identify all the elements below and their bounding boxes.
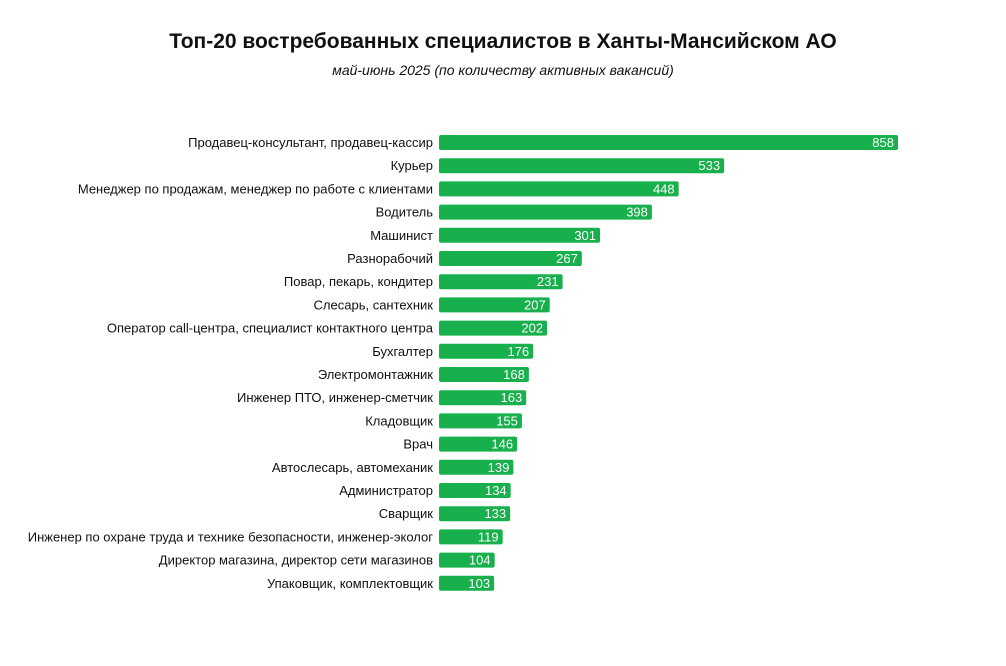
- bar: [439, 297, 550, 313]
- bar: [439, 274, 563, 290]
- bar-row: Администратор 134: [339, 483, 511, 498]
- bar: [439, 459, 514, 475]
- bar: [439, 367, 529, 382]
- category-label: Автослесарь, автомеханик: [272, 460, 433, 475]
- bar-row: Инженер ПТО, инженер-сметчик 163: [237, 390, 527, 406]
- bar: [439, 390, 527, 406]
- bar-row: Упаковщик, комплектовщик 103: [267, 575, 495, 591]
- bar-row: Разнорабочий 267: [347, 251, 582, 266]
- bar-row: Врач 146: [403, 436, 518, 452]
- chart-title: Топ-20 востребованных специалистов в Хан…: [169, 30, 837, 53]
- category-label: Повар, пекарь, кондитер: [284, 274, 433, 289]
- bar: [439, 575, 495, 591]
- bar-row: Курьер 533: [391, 158, 725, 174]
- value-label: 133: [484, 506, 506, 521]
- bar-row: Кладовщик 155: [365, 413, 522, 429]
- value-label: 267: [556, 251, 578, 266]
- bar-row: Повар, пекарь, кондитер 231: [284, 274, 563, 290]
- value-label: 146: [491, 437, 513, 452]
- bar: [439, 135, 898, 150]
- bar-row: Продавец-консультант, продавец-кассир 858: [188, 135, 898, 150]
- category-label: Инженер по охране труда и технике безопа…: [28, 529, 434, 544]
- bar-row: Директор магазина, директор сети магазин…: [159, 552, 495, 568]
- bar-row: Машинист 301: [370, 227, 601, 243]
- bar-row: Менеджер по продажам, менеджер по работе…: [78, 181, 679, 197]
- value-label: 168: [503, 367, 525, 382]
- category-label: Электромонтажник: [318, 367, 433, 382]
- bar: [439, 227, 601, 243]
- bar-row: Электромонтажник 168: [318, 367, 529, 382]
- bar-row: Сварщик 133: [379, 506, 511, 522]
- value-label: 448: [653, 181, 675, 196]
- category-label: Инженер ПТО, инженер-сметчик: [237, 390, 433, 405]
- category-label: Врач: [403, 437, 433, 452]
- category-label: Водитель: [376, 205, 434, 220]
- category-label: Продавец-консультант, продавец-кассир: [188, 135, 433, 150]
- bar-row: Бухгалтер 176: [372, 343, 534, 359]
- value-label: 207: [524, 297, 546, 312]
- value-label: 103: [468, 576, 490, 591]
- category-label: Разнорабочий: [347, 251, 433, 266]
- bar-row: Слесарь, сантехник 207: [314, 297, 550, 313]
- bar: [439, 343, 534, 359]
- bar: [439, 251, 582, 266]
- value-label: 155: [496, 413, 518, 428]
- value-label: 231: [537, 274, 559, 289]
- bar: [439, 506, 511, 522]
- chart-subtitle: май-июнь 2025 (по количеству активных ва…: [332, 62, 674, 78]
- category-label: Машинист: [370, 228, 433, 243]
- value-label: 119: [478, 529, 499, 544]
- category-label: Упаковщик, комплектовщик: [267, 576, 433, 591]
- value-label: 202: [521, 321, 543, 336]
- value-label: 858: [872, 135, 894, 150]
- bar: [439, 483, 511, 498]
- value-label: 134: [485, 483, 507, 498]
- category-label: Кладовщик: [365, 413, 433, 428]
- value-label: 104: [469, 553, 491, 568]
- category-label: Администратор: [339, 483, 433, 498]
- bar: [439, 413, 522, 429]
- category-label: Директор магазина, директор сети магазин…: [159, 553, 433, 568]
- category-label: Слесарь, сантехник: [314, 297, 434, 312]
- value-label: 139: [488, 460, 510, 475]
- bar: [439, 552, 495, 568]
- bar: [439, 204, 652, 220]
- bar-row: Водитель 398: [376, 204, 652, 220]
- value-label: 301: [574, 228, 596, 243]
- bar-row: Оператор call-центра, специалист контакт…: [107, 320, 548, 336]
- category-label: Оператор call-центра, специалист контакт…: [107, 321, 434, 336]
- bar: [439, 158, 725, 174]
- value-label: 176: [507, 344, 529, 359]
- bar: [439, 181, 679, 197]
- bar: [439, 320, 548, 336]
- category-label: Бухгалтер: [372, 344, 433, 359]
- value-label: 533: [698, 158, 720, 173]
- value-label: 163: [500, 390, 522, 405]
- category-label: Менеджер по продажам, менеджер по работе…: [78, 181, 433, 196]
- bar: [439, 436, 518, 452]
- bar-row: Автослесарь, автомеханик 139: [272, 459, 514, 475]
- bar: [439, 529, 503, 545]
- category-label: Курьер: [391, 158, 433, 173]
- category-label: Сварщик: [379, 506, 434, 521]
- bar-row: Инженер по охране труда и технике безопа…: [28, 529, 503, 545]
- value-label: 398: [626, 205, 648, 220]
